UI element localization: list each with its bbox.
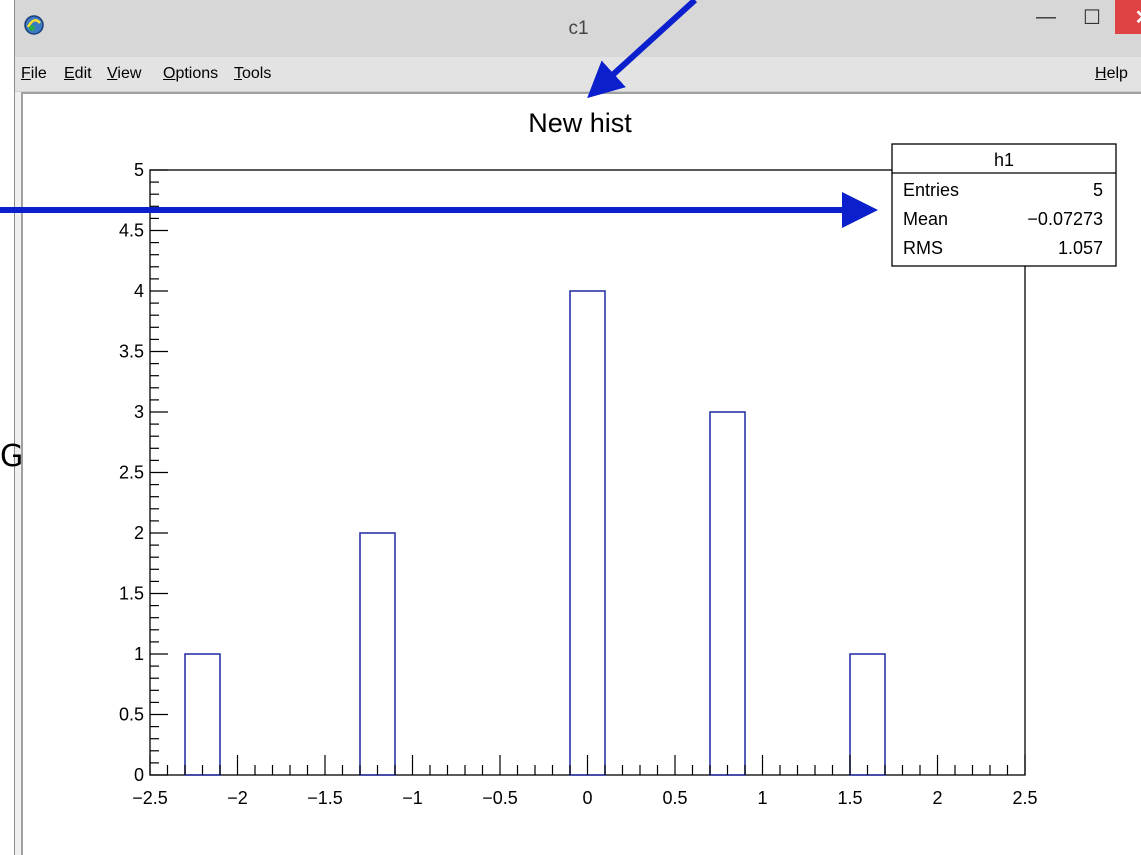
menu-tools[interactable]: Tools [234, 65, 272, 82]
menu-help[interactable]: Help [1095, 65, 1128, 82]
menu-options[interactable]: Options [163, 65, 219, 82]
maximize-button[interactable]: ☐ [1083, 6, 1101, 29]
menu-bar: File Edit View Options Tools Help [15, 57, 1141, 92]
minimize-button[interactable]: — [1036, 5, 1056, 28]
cropped-text-fragment: G [0, 439, 24, 474]
root-window: c1 — ☐ ✕ File Edit View Options Tools He… [14, 0, 1141, 855]
menu-edit[interactable]: Edit [64, 65, 92, 82]
title-bar[interactable]: c1 — ☐ ✕ [15, 0, 1141, 57]
menu-file[interactable]: File [21, 65, 47, 82]
root-app-icon[interactable] [23, 14, 45, 36]
close-button[interactable]: ✕ [1115, 0, 1141, 34]
window-title: c1 [568, 18, 589, 39]
plot-canvas[interactable] [21, 92, 1141, 855]
menu-view[interactable]: View [107, 65, 142, 82]
